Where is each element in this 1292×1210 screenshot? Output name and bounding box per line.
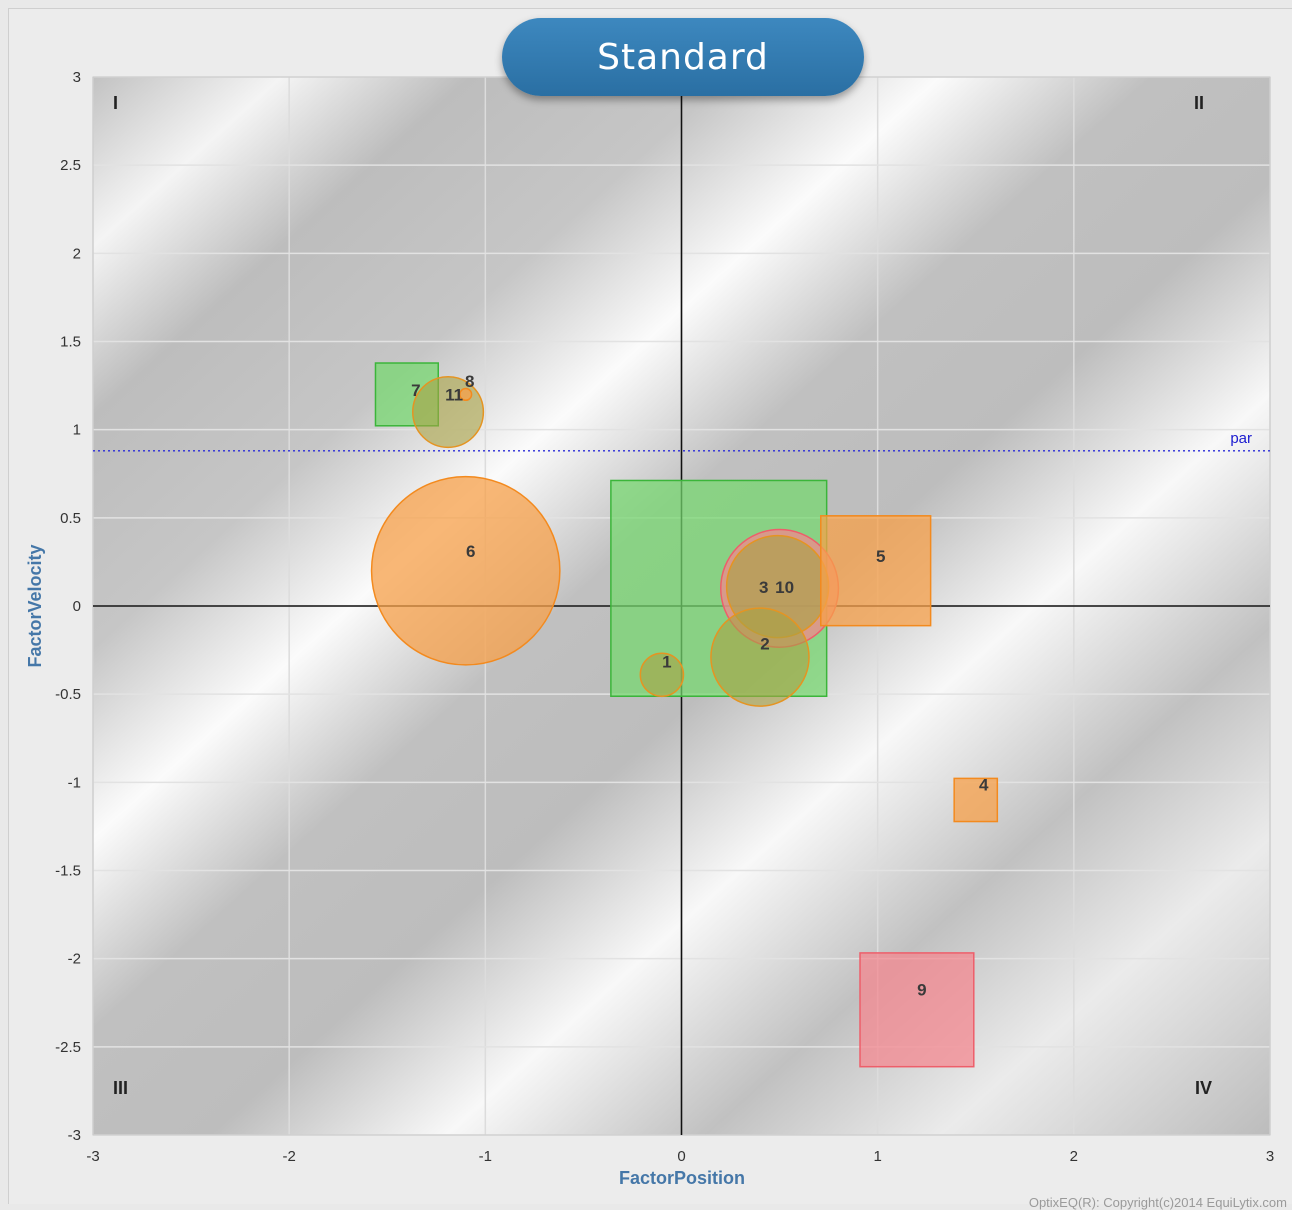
x-tick-label: -3 bbox=[86, 1148, 99, 1165]
point-label-3: 3 bbox=[759, 578, 768, 597]
point-label-7: 7 bbox=[411, 381, 420, 400]
chart-title-badge[interactable]: Standard bbox=[502, 18, 864, 96]
y-tick-label: 0 bbox=[73, 598, 81, 615]
y-axis-title: FactorVelocity bbox=[25, 544, 45, 667]
y-tick-label: -3 bbox=[68, 1127, 81, 1144]
y-tick-label: 2.5 bbox=[60, 157, 81, 174]
x-axis-title: FactorPosition bbox=[619, 1168, 745, 1188]
par-label: par bbox=[1230, 430, 1252, 447]
y-tick-label: 1 bbox=[73, 422, 81, 439]
y-tick-label: -1.5 bbox=[55, 863, 81, 880]
y-tick-label: 1.5 bbox=[60, 334, 81, 351]
x-tick-label: 3 bbox=[1266, 1148, 1274, 1165]
x-tick-label: 0 bbox=[677, 1148, 685, 1165]
y-tick-label: 3 bbox=[73, 69, 81, 86]
square-5 bbox=[820, 515, 932, 627]
x-tick-label: -1 bbox=[479, 1148, 492, 1165]
quadrant-label: I bbox=[113, 93, 118, 113]
bubble-1 bbox=[639, 652, 685, 698]
x-tick-label: 2 bbox=[1070, 1148, 1078, 1165]
point-label-1: 1 bbox=[662, 652, 671, 671]
bubble-8 bbox=[459, 387, 473, 402]
point-label-9: 9 bbox=[917, 980, 926, 999]
data-points: 6 3 10 5 2 1 7 118 4 9 bbox=[370, 362, 999, 1068]
square-4 bbox=[953, 777, 999, 823]
tick-labels: -3 -2 -1 0 1 2 3 3 2.5 2 1.5 1 0.5 0 -0.5 -1 -1.5 -2 -2.5 -… bbox=[25, 69, 1274, 1188]
point-label-2: 2 bbox=[760, 635, 769, 654]
y-tick-label: -2.5 bbox=[55, 1039, 81, 1056]
y-tick-label: 0.5 bbox=[60, 510, 81, 527]
x-tick-label: -2 bbox=[282, 1148, 295, 1165]
point-label-10: 10 bbox=[775, 578, 794, 597]
y-tick-label: 2 bbox=[73, 245, 81, 262]
y-tick-label: -0.5 bbox=[55, 686, 81, 703]
quadrant-label: II bbox=[1194, 93, 1204, 113]
bubble-2 bbox=[710, 607, 810, 707]
point-label-8: 8 bbox=[465, 372, 474, 391]
quadrant-label: IV bbox=[1195, 1078, 1212, 1098]
x-tick-label: 1 bbox=[873, 1148, 881, 1165]
square-9 bbox=[859, 952, 975, 1068]
point-label-6: 6 bbox=[466, 542, 475, 561]
bubble-6 bbox=[370, 475, 561, 666]
quadrant-label: III bbox=[113, 1078, 128, 1098]
y-tick-label: -2 bbox=[68, 951, 81, 968]
y-tick-label: -1 bbox=[68, 774, 81, 791]
point-label-4: 4 bbox=[979, 775, 989, 794]
point-label-5: 5 bbox=[876, 547, 885, 566]
point-label-11: 11 bbox=[445, 386, 463, 405]
